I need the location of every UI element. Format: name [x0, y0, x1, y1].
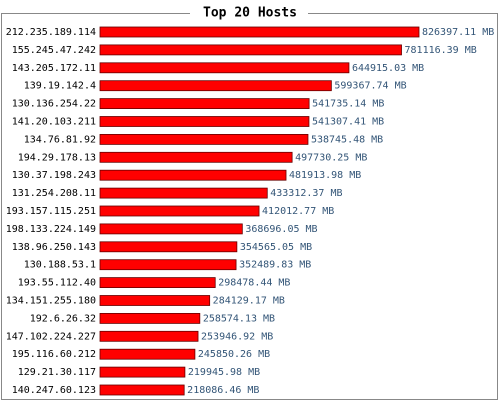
bar [99, 187, 268, 199]
value-label: 368696.05 MB [245, 224, 317, 235]
bar [99, 62, 350, 74]
value-label: 218086.46 MB [187, 385, 259, 396]
value-label: 219945.98 MB [188, 367, 260, 378]
bar [99, 348, 196, 360]
y-tick-label: 195.116.60.212 [12, 349, 96, 360]
y-tick-label: 193.157.115.251 [6, 206, 96, 217]
value-label: 298478.44 MB [218, 278, 290, 289]
y-tick-label: 130.136.254.22 [12, 99, 96, 110]
bar [99, 312, 201, 324]
y-tick-label: 131.254.208.11 [12, 188, 96, 199]
value-label: 412012.77 MB [262, 206, 334, 217]
bar [99, 169, 287, 181]
value-label: 599367.74 MB [334, 81, 406, 92]
y-tick-label: 193.55.112.40 [18, 278, 96, 289]
y-tick-label: 134.151.255.180 [6, 296, 96, 307]
y-tick-label: 134.76.81.92 [24, 134, 96, 145]
y-tick-label: 129.21.30.117 [18, 367, 96, 378]
bar [99, 277, 216, 289]
y-tick-label: 192.6.26.32 [30, 313, 96, 324]
value-label: 352489.83 MB [239, 260, 311, 271]
y-tick-label: 139.19.142.4 [24, 81, 96, 92]
y-tick-label: 194.29.178.13 [18, 152, 96, 163]
y-tick-label: 141.20.103.211 [12, 117, 96, 128]
bar [99, 330, 199, 342]
bar [99, 98, 310, 109]
bar [99, 151, 293, 163]
y-tick-label: 212.235.189.114 [6, 27, 96, 38]
value-label: 258574.13 MB [203, 313, 275, 324]
y-tick-label: 138.96.250.143 [12, 242, 96, 253]
bar [99, 366, 186, 378]
y-tick-label: 130.188.53.1 [24, 260, 96, 271]
bar [99, 384, 185, 396]
bar [99, 116, 310, 127]
y-tick-label: 198.133.224.149 [6, 224, 96, 235]
bar [99, 241, 238, 253]
value-label: 644915.03 MB [352, 63, 424, 74]
y-tick-label: 140.247.60.123 [12, 385, 96, 396]
value-label: 781116.39 MB [405, 45, 477, 56]
chart-title: Top 20 Hosts [203, 6, 297, 21]
y-tick-label: 130.37.198.243 [12, 170, 96, 181]
y-tick-label: 147.102.224.227 [6, 331, 96, 342]
value-label: 245850.26 MB [198, 349, 270, 360]
bar [99, 80, 332, 92]
bar [99, 295, 211, 306]
title-backdrop [190, 4, 308, 22]
value-label: 541307.41 MB [312, 117, 384, 128]
value-label: 433312.37 MB [270, 188, 342, 199]
value-label: 541735.14 MB [312, 99, 384, 110]
value-label: 538745.48 MB [311, 134, 383, 145]
bar [99, 259, 237, 271]
bar [99, 205, 260, 217]
bar [99, 44, 402, 56]
value-label: 284129.17 MB [213, 296, 285, 307]
value-label: 354565.05 MB [240, 242, 312, 253]
bar [99, 133, 309, 145]
y-tick-label: 155.245.47.242 [12, 45, 96, 56]
value-label: 497730.25 MB [295, 152, 367, 163]
value-label: 253946.92 MB [201, 331, 273, 342]
bar [99, 223, 243, 235]
value-label: 826397.11 MB [422, 27, 494, 38]
bar [99, 26, 420, 38]
y-tick-label: 143.205.172.11 [12, 63, 96, 74]
value-label: 481913.98 MB [289, 170, 361, 181]
